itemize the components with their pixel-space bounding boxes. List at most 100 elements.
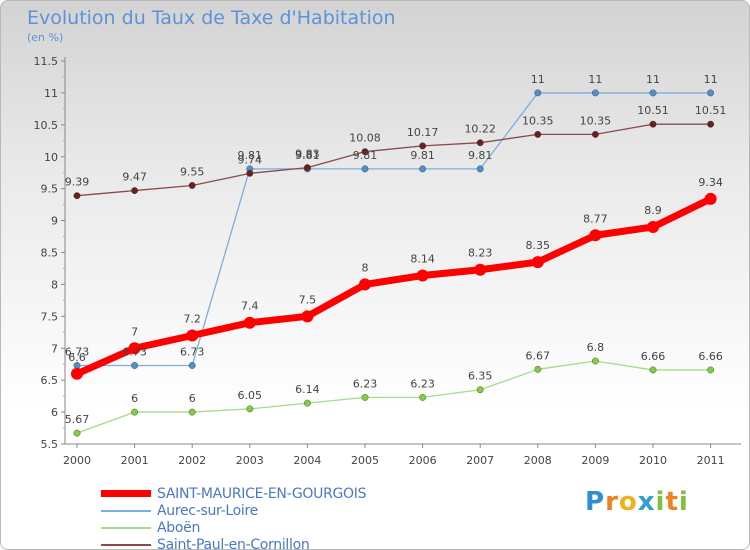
series-line-1 xyxy=(76,92,712,367)
data-label-0: 6.6 xyxy=(68,351,86,364)
data-point-0 xyxy=(647,220,659,233)
data-point-1 xyxy=(131,362,139,369)
data-point-1 xyxy=(707,89,714,97)
data-point-0 xyxy=(474,263,487,276)
legend-swatch xyxy=(101,509,151,512)
legend-swatch xyxy=(101,490,151,497)
data-point-2 xyxy=(534,365,542,373)
proxiti-logo: Proxiti xyxy=(585,487,689,517)
legend-label: Saint-Paul-en-Cornillon xyxy=(157,536,310,550)
data-label-0: 7.2 xyxy=(183,312,201,325)
data-label-2: 6.66 xyxy=(641,350,666,363)
data-point-2 xyxy=(188,408,196,416)
data-label-0: 7 xyxy=(131,325,138,338)
data-label-0: 7.4 xyxy=(241,300,259,313)
data-point-3 xyxy=(188,182,196,189)
data-point-2 xyxy=(303,399,311,407)
data-label-2: 6.23 xyxy=(410,377,435,390)
data-label-2: 6.14 xyxy=(295,383,320,396)
logo-letter: t xyxy=(665,487,679,517)
legend-item: Aboën xyxy=(101,519,366,536)
data-point-2 xyxy=(131,408,139,416)
data-label-0: 8.23 xyxy=(468,247,493,260)
logo-letter: o xyxy=(618,487,638,517)
data-label-3: 10.35 xyxy=(522,114,554,127)
data-label-3: 9.47 xyxy=(122,171,147,184)
data-point-1 xyxy=(476,165,484,173)
data-label-2: 6.67 xyxy=(526,349,551,362)
x-tick-label: 2008 xyxy=(524,454,552,467)
data-label-1: 6.73 xyxy=(122,345,147,358)
x-tick-label: 2009 xyxy=(581,454,609,467)
data-label-3: 10.51 xyxy=(695,104,727,117)
logo-letter: i xyxy=(655,487,666,517)
data-label-1: 9.81 xyxy=(238,149,263,162)
data-point-3 xyxy=(534,131,542,138)
x-tick-label: 2001 xyxy=(121,454,149,467)
data-point-3 xyxy=(246,169,254,177)
data-label-1: 11 xyxy=(588,73,602,86)
data-label-2: 6.05 xyxy=(238,389,263,402)
data-point-3 xyxy=(303,164,311,172)
data-label-1: 6.73 xyxy=(65,345,90,358)
x-tick-label: 2006 xyxy=(409,454,437,467)
chart-legend: SAINT-MAURICE-EN-GOURGOIS Aurec-sur-Loire… xyxy=(101,485,366,550)
data-label-0: 9.34 xyxy=(698,176,723,189)
x-tick-label: 2007 xyxy=(466,454,494,467)
legend-item: SAINT-MAURICE-EN-GOURGOIS xyxy=(101,485,366,502)
y-tick-label: 5.5 xyxy=(41,438,59,451)
logo-letter: x xyxy=(637,487,656,517)
data-point-3 xyxy=(707,120,714,128)
y-tick-label: 6.5 xyxy=(41,374,59,387)
data-label-2: 6.66 xyxy=(698,350,723,363)
data-point-0 xyxy=(243,316,256,329)
legend-label: Aboën xyxy=(157,519,201,536)
legend-label: SAINT-MAURICE-EN-GOURGOIS xyxy=(157,485,367,502)
data-label-0: 7.5 xyxy=(299,293,317,306)
data-label-3: 10.51 xyxy=(637,104,669,117)
data-label-0: 8.77 xyxy=(583,212,608,225)
y-tick-label: 8.5 xyxy=(41,247,59,260)
data-label-2: 6.23 xyxy=(353,377,378,390)
y-tick-label: 9 xyxy=(51,215,58,228)
data-label-1: 9.81 xyxy=(410,149,435,162)
data-point-1 xyxy=(592,89,599,97)
data-point-0 xyxy=(704,192,717,205)
series-line-3 xyxy=(76,123,712,197)
x-tick-label: 2002 xyxy=(178,454,206,467)
data-label-3: 10.35 xyxy=(580,114,612,127)
data-point-2 xyxy=(592,357,599,365)
data-point-1 xyxy=(361,165,369,173)
data-point-3 xyxy=(419,142,426,150)
data-label-2: 6 xyxy=(131,392,138,405)
logo-letter: i xyxy=(678,487,689,517)
data-point-2 xyxy=(73,429,81,437)
y-tick-label: 10 xyxy=(44,151,58,164)
x-tick-label: 2005 xyxy=(351,454,379,467)
data-point-3 xyxy=(73,192,81,200)
data-label-1: 11 xyxy=(704,73,718,86)
data-point-2 xyxy=(419,394,426,401)
data-point-1 xyxy=(188,362,196,369)
data-label-2: 6 xyxy=(189,392,196,405)
legend-swatch xyxy=(101,543,151,546)
data-label-0: 8.9 xyxy=(644,204,662,217)
chart-title: Evolution du Taux de Taxe d'Habitation xyxy=(27,7,396,29)
data-point-0 xyxy=(359,278,371,291)
data-point-3 xyxy=(649,120,657,128)
data-label-2: 5.67 xyxy=(65,413,90,426)
data-label-1: 11 xyxy=(531,73,545,86)
data-point-0 xyxy=(71,367,83,380)
data-point-2 xyxy=(707,366,714,374)
data-point-0 xyxy=(589,229,602,242)
logo-letter: P xyxy=(585,487,606,517)
data-point-0 xyxy=(186,329,199,342)
data-point-2 xyxy=(361,394,369,401)
legend-item: Saint-Paul-en-Cornillon xyxy=(101,536,366,550)
data-point-1 xyxy=(419,165,426,173)
data-label-3: 9.55 xyxy=(180,165,205,178)
data-label-0: 8.35 xyxy=(526,239,551,252)
data-point-3 xyxy=(476,139,484,147)
